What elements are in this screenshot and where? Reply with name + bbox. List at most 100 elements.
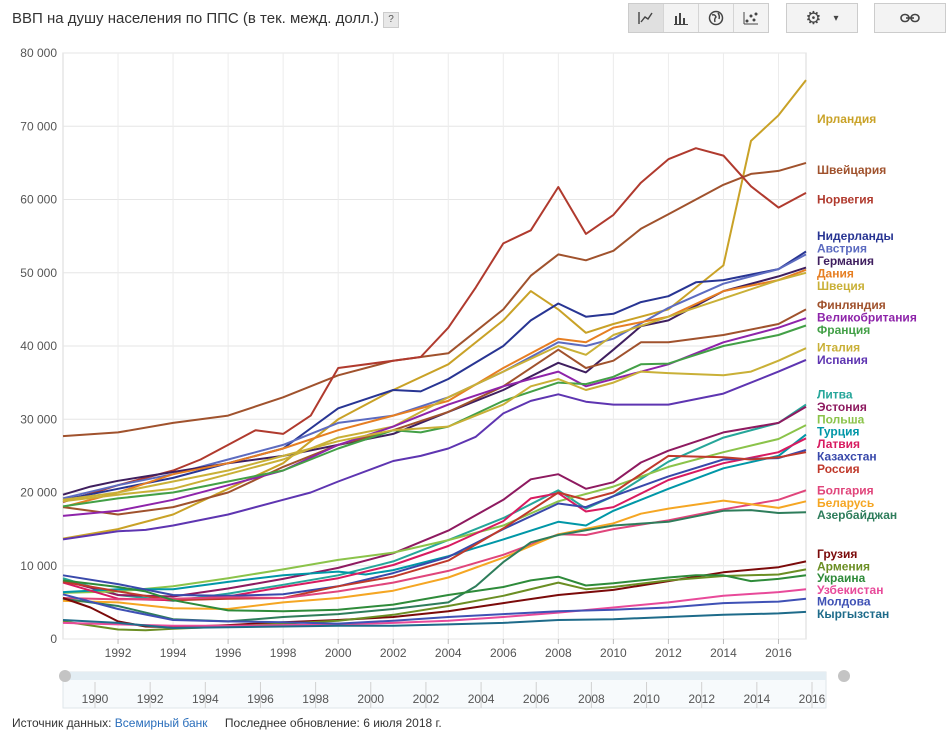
series-line[interactable] — [62, 499, 807, 610]
y-tick-label: 10 000 — [20, 559, 57, 573]
legend-item[interactable]: Германия — [817, 254, 874, 268]
chart-series — [62, 79, 807, 632]
gear-icon: ⚙ — [805, 7, 822, 28]
help-button[interactable]: ? — [383, 12, 400, 28]
legend-item[interactable]: Азербайджан — [817, 508, 897, 522]
y-tick-label: 30 000 — [20, 412, 57, 426]
legend-item[interactable]: Армения — [817, 559, 870, 573]
x-tick-label: 2002 — [380, 646, 407, 660]
series-line[interactable] — [62, 451, 807, 602]
y-tick-label: 50 000 — [20, 266, 57, 280]
x-tick-label: 1998 — [270, 646, 297, 660]
chevron-down-icon: ▾ — [833, 12, 839, 24]
link-button[interactable] — [875, 4, 945, 32]
series-line[interactable] — [62, 147, 807, 503]
x-tick-label: 1992 — [105, 646, 132, 660]
navigator-right-handle[interactable] — [838, 670, 850, 682]
scatter-button[interactable] — [734, 4, 768, 32]
series-line[interactable] — [62, 588, 807, 627]
series-line[interactable] — [62, 308, 807, 516]
series-line[interactable] — [62, 161, 807, 438]
y-tick-label: 60 000 — [20, 193, 57, 207]
series-line[interactable] — [62, 449, 807, 597]
legend-item[interactable]: Польша — [817, 412, 865, 426]
legend-item[interactable]: Нидерланды — [817, 229, 894, 243]
legend-item[interactable]: Дания — [817, 266, 854, 280]
legend-item[interactable]: Великобритания — [817, 310, 917, 324]
series-line[interactable] — [62, 405, 807, 598]
navigator-tick-label: 2006 — [523, 692, 550, 706]
x-tick-label: 2006 — [490, 646, 517, 660]
legend-item[interactable]: Казахстан — [817, 450, 877, 464]
chart-type-toolbar — [628, 3, 769, 33]
chart-title: ВВП на душу населения по ППС (в тек. меж… — [12, 10, 400, 28]
series-line[interactable] — [62, 324, 807, 508]
globe-icon — [708, 10, 724, 26]
series-line[interactable] — [62, 79, 807, 540]
x-tick-label: 1996 — [215, 646, 242, 660]
navigator-tick-label: 1998 — [302, 692, 329, 706]
legend-item[interactable]: Турция — [817, 425, 859, 439]
legend-item[interactable]: Литва — [817, 387, 853, 401]
legend-item[interactable]: Эстония — [817, 400, 867, 414]
chart-axes: 0 10 000 20 000 30 000 40 000 50 000 60 000 70 … — [20, 46, 792, 660]
x-tick-label: 2016 — [765, 646, 792, 660]
navigator-tick-label: 2002 — [413, 692, 440, 706]
legend-item[interactable]: Кыргызстан — [817, 607, 889, 621]
link-icon — [900, 13, 920, 23]
x-tick-label: 2010 — [600, 646, 627, 660]
legend-item[interactable]: Швеция — [817, 279, 865, 293]
legend-item[interactable]: Молдова — [817, 595, 871, 609]
series-line[interactable] — [62, 317, 807, 517]
y-tick-label: 40 000 — [20, 339, 57, 353]
x-tick-label: 2004 — [435, 646, 462, 660]
x-tick-label: 2000 — [325, 646, 352, 660]
series-line[interactable] — [62, 593, 807, 625]
series-line[interactable] — [62, 271, 807, 503]
navigator-tick-label: 2000 — [357, 692, 384, 706]
legend-item[interactable]: Беларусь — [817, 496, 874, 510]
navigator-left-handle[interactable] — [59, 670, 71, 682]
legend-item[interactable]: Грузия — [817, 547, 857, 561]
x-tick-label: 1994 — [160, 646, 187, 660]
map-button[interactable] — [699, 4, 734, 32]
legend-item[interactable]: Узбекистан — [817, 583, 883, 597]
legend-item[interactable]: Франция — [817, 323, 870, 337]
series-line[interactable] — [62, 358, 807, 541]
navigator-tick-label: 1990 — [82, 692, 109, 706]
bar-chart-button[interactable] — [664, 4, 699, 32]
y-tick-label: 80 000 — [20, 46, 57, 60]
link-toolbar — [874, 3, 946, 33]
legend-item[interactable]: Австрия — [817, 242, 867, 256]
legend-item[interactable]: Латвия — [817, 437, 860, 451]
series-line[interactable] — [62, 253, 807, 500]
legend-item[interactable]: Россия — [817, 462, 860, 476]
legend-item[interactable]: Италия — [817, 340, 860, 354]
legend-item[interactable]: Ирландия — [817, 112, 876, 126]
y-tick-label: 0 — [50, 632, 57, 646]
series-line[interactable] — [62, 610, 807, 629]
settings-toolbar: ⚙ ▾ — [786, 3, 858, 33]
series-line[interactable] — [62, 568, 807, 632]
legend-item[interactable]: Испания — [817, 353, 868, 367]
range-navigator[interactable]: 1990 1992 1994 1996 1998 2000 2002 2004 2006 2008… — [59, 670, 850, 709]
legend-item[interactable]: Норвегия — [817, 193, 874, 207]
chart-legend: Ирландия Швейцария Норвегия НидерландыАвстр… — [817, 112, 917, 621]
series-line[interactable] — [62, 347, 807, 501]
legend-item[interactable]: Финляндия — [817, 298, 886, 312]
settings-button[interactable]: ⚙ ▾ — [787, 4, 857, 32]
x-tick-label: 2014 — [710, 646, 737, 660]
legend-item[interactable]: Швейцария — [817, 163, 886, 177]
chart-title-text: ВВП на душу населения по ППС (в тек. меж… — [12, 10, 380, 27]
series-line[interactable] — [62, 489, 807, 601]
source-link[interactable]: Всемирный банк — [114, 716, 208, 730]
legend-item[interactable]: Украина — [817, 571, 866, 585]
bar-chart-icon — [674, 13, 688, 25]
series-line[interactable] — [62, 266, 807, 496]
series-line[interactable] — [62, 403, 807, 602]
line-chart-button[interactable] — [629, 4, 664, 32]
x-tick-label: 2008 — [545, 646, 572, 660]
legend-item[interactable]: Болгария — [817, 483, 874, 497]
series-line[interactable] — [62, 574, 807, 613]
